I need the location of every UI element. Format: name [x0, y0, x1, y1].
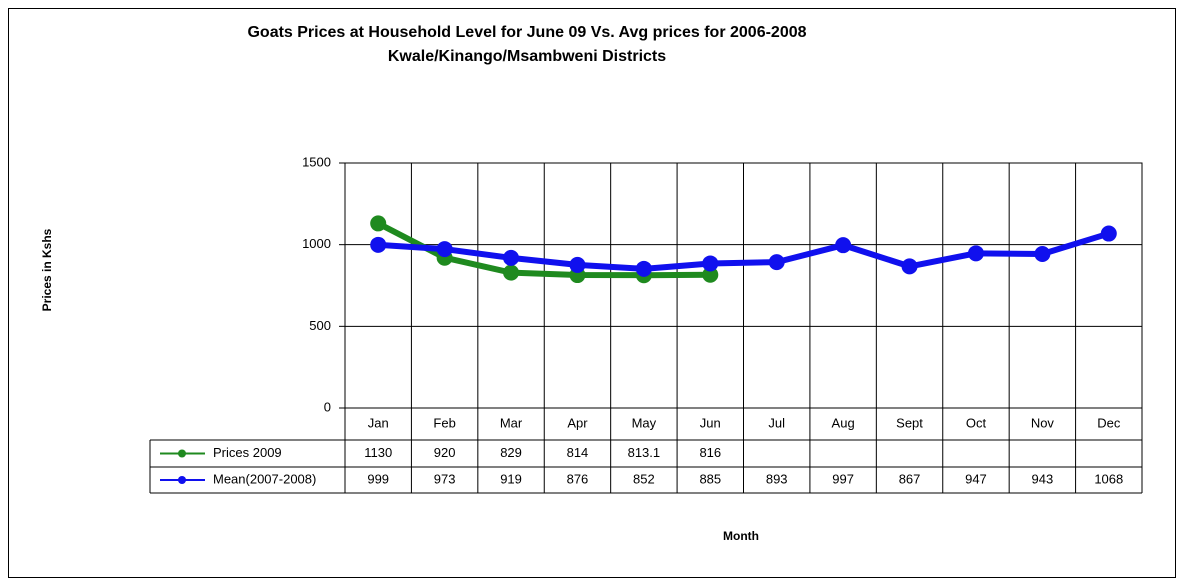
table-value: 920 — [434, 445, 456, 460]
table-value: 893 — [766, 471, 788, 486]
series-line — [375, 220, 714, 279]
data-point — [436, 241, 453, 258]
x-axis-title: Month — [723, 529, 759, 543]
y-tick-label: 0 — [324, 399, 331, 414]
table-value: 997 — [832, 471, 854, 486]
legend-marker — [178, 476, 186, 484]
table-value: 943 — [1032, 471, 1054, 486]
y-tick-label: 1500 — [302, 154, 331, 169]
table-value: 919 — [500, 471, 522, 486]
data-point — [967, 245, 984, 262]
table-value: 973 — [434, 471, 456, 486]
table-value: 999 — [367, 471, 389, 486]
table-value: 816 — [699, 445, 721, 460]
data-point — [702, 266, 719, 283]
plot-border — [344, 162, 1143, 409]
data-point — [1100, 225, 1117, 242]
table-value: 829 — [500, 445, 522, 460]
table-value: 885 — [699, 471, 721, 486]
table-value: 876 — [567, 471, 589, 486]
legend-label: Mean(2007-2008) — [213, 471, 316, 486]
table-value: 852 — [633, 471, 655, 486]
data-point — [835, 237, 852, 254]
x-tick-label: Dec — [1097, 415, 1121, 430]
data-point — [635, 260, 652, 277]
table-value: 867 — [899, 471, 921, 486]
table-value: 1130 — [364, 445, 392, 460]
data-point — [702, 255, 719, 272]
y-tick-label: 1000 — [302, 236, 331, 251]
table-value: 814 — [567, 445, 589, 460]
x-tick-label: Jun — [700, 415, 721, 430]
data-point — [370, 236, 387, 253]
data-point — [503, 249, 520, 266]
data-point — [569, 256, 586, 273]
x-tick-label: May — [632, 415, 657, 430]
data-point — [503, 264, 520, 281]
data-point — [768, 254, 785, 271]
x-tick-label: Jan — [368, 415, 389, 430]
table-value: 1068 — [1094, 471, 1123, 486]
y-axis-title: Prices in Kshs — [40, 228, 54, 311]
table-value: 813.1 — [628, 445, 661, 460]
x-tick-label: Aug — [832, 415, 855, 430]
legend-marker — [178, 449, 186, 458]
series-line — [375, 230, 1112, 272]
y-tick-label: 500 — [309, 318, 331, 333]
data-point — [370, 215, 387, 232]
x-tick-label: Oct — [966, 415, 987, 430]
x-tick-label: Mar — [500, 415, 523, 430]
x-tick-label: Jul — [768, 415, 785, 430]
x-tick-label: Nov — [1031, 415, 1055, 430]
legend-label: Prices 2009 — [213, 445, 282, 460]
data-point — [1034, 245, 1051, 262]
data-point — [901, 258, 918, 275]
table-value: 947 — [965, 471, 987, 486]
x-tick-label: Feb — [433, 415, 455, 430]
chart-title: Goats Prices at Household Level for June… — [247, 24, 806, 41]
x-tick-label: Apr — [567, 415, 588, 430]
chart-subtitle: Kwale/Kinango/Msambweni Districts — [388, 48, 666, 65]
chart-border — [8, 8, 1176, 578]
x-tick-label: Sept — [896, 415, 923, 430]
